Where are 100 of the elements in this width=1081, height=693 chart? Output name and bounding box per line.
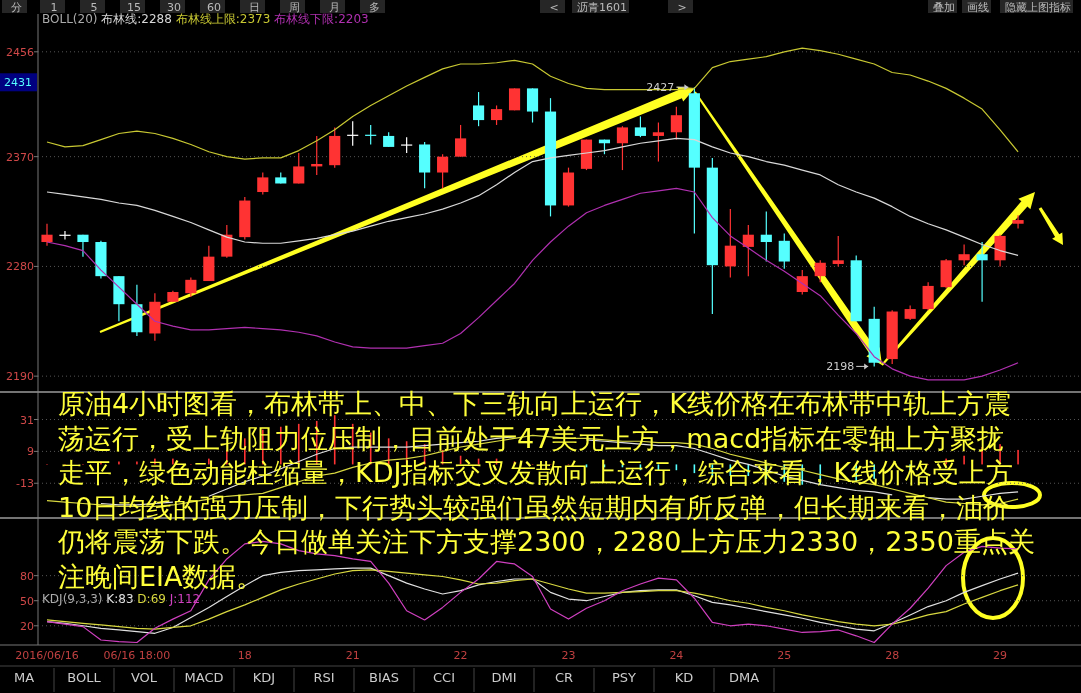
y-tick-label: 50 (20, 594, 34, 608)
text: KD (674, 670, 694, 685)
y-tick-label: 9 (27, 445, 34, 459)
candlestick (796, 269, 808, 296)
text: BOLL (67, 670, 102, 685)
y-tick-label: 2370 (6, 150, 34, 164)
button: 60 (200, 0, 225, 14)
annotation: 15 (127, 1, 141, 14)
candlestick (742, 224, 754, 277)
text: DMA (728, 670, 760, 685)
x-tick-label: 28 (885, 649, 900, 662)
candlestick (652, 121, 664, 163)
candlestick (832, 235, 844, 268)
candlestick (976, 241, 988, 303)
candlestick (293, 152, 305, 185)
candlestick (616, 125, 629, 171)
annotation: 原油4小时图看，布林带上、中、下三轨向上运行，K线价格在布林带中轨上方震 (58, 388, 1011, 419)
annotation: 注晚间EIA数据。 (58, 560, 264, 592)
y-tick-label: 20 (20, 619, 34, 633)
y-tick-label: 80 (20, 569, 34, 583)
button: < (540, 0, 565, 14)
candlestick (437, 153, 449, 189)
button: 画线 (962, 0, 991, 14)
series-label: D:69 (137, 592, 170, 606)
x-tick-label: 23 (561, 649, 576, 662)
candlestick (634, 115, 646, 138)
text: 布林线上限:2373 (175, 12, 275, 26)
candlestick (922, 281, 934, 311)
y-tick-label: 31 (20, 413, 34, 427)
legend-title: BOLL(20) (42, 12, 102, 26)
candlestick (185, 276, 197, 298)
annotation: 5 (90, 1, 98, 14)
text: 布林线下限:2203 (274, 12, 369, 26)
candlestick (490, 104, 503, 126)
annotation: 周 (288, 1, 300, 14)
button: 周 (280, 0, 305, 14)
x-tick-label: 18 (237, 649, 252, 662)
button: 15 (120, 0, 145, 14)
candlestick (670, 106, 682, 141)
y-tick-label: -13 (16, 477, 34, 491)
annotation: > (677, 1, 687, 14)
text: 布林线:2288 (101, 12, 176, 26)
y-tick-label: 2280 (6, 260, 34, 274)
candlestick (724, 208, 736, 278)
candlestick (41, 223, 53, 247)
text: KDJ (252, 670, 276, 685)
annotation: 月 (328, 1, 340, 14)
button: 多 (360, 0, 385, 14)
annotation: 多 (368, 1, 380, 14)
candlestick (526, 87, 539, 124)
candlestick (778, 232, 790, 270)
annotation: 30 (167, 1, 181, 14)
annotation: 60 (207, 1, 221, 14)
text: MA (13, 670, 35, 685)
candlestick (59, 230, 71, 241)
line-series (46, 47, 1019, 160)
x-tick-label: 21 (345, 649, 360, 662)
button: 隐藏上图指标 (1000, 0, 1073, 14)
text: RSI (313, 670, 335, 685)
x-tick-label: 25 (777, 649, 792, 662)
button: 分 (2, 0, 27, 14)
button: 叠加 (928, 0, 957, 14)
button: > (668, 0, 693, 14)
annotation: 画线 (967, 1, 989, 14)
text: VOL (130, 670, 158, 685)
button: 30 (160, 0, 185, 14)
series-label: K:83 (106, 592, 138, 606)
text: DMI (491, 670, 517, 685)
y-tick-label: 2190 (6, 370, 34, 384)
candlestick (257, 171, 269, 196)
candlestick (1012, 214, 1024, 230)
text: BIAS (369, 670, 399, 685)
annotation: 2198 (826, 360, 855, 374)
button: 5 (80, 0, 105, 14)
annotation: 2431 (4, 76, 32, 90)
candlestick (221, 224, 233, 259)
annotation: 隐藏上图指标 (1005, 1, 1071, 14)
legend-title: KDJ(9,3,3) (42, 592, 107, 606)
annotation: 叠加 (933, 1, 955, 14)
candlestick (473, 91, 485, 127)
annotation: 1 (50, 1, 58, 14)
annotation: 沥青1601 (577, 1, 627, 14)
text: MACD (184, 670, 224, 685)
candlestick (958, 243, 970, 266)
annotation: < (549, 1, 559, 14)
button: 日 (240, 0, 265, 14)
line-series (46, 137, 1019, 257)
button: 1 (40, 0, 65, 14)
text: CCI (433, 670, 455, 685)
button: 沥青1601 (572, 0, 629, 14)
text: PSY (611, 670, 637, 685)
candlestick (814, 259, 826, 283)
text: CR (554, 670, 574, 685)
x-tick-label: 29 (993, 649, 1008, 662)
series-label: J:112 (168, 592, 201, 606)
x-tick-label: 22 (453, 649, 468, 662)
x-tick-label: 06/16 18:00 (103, 649, 171, 662)
candlestick (455, 124, 467, 158)
annotation: 日 (248, 1, 260, 14)
x-tick-label: 24 (669, 649, 684, 662)
